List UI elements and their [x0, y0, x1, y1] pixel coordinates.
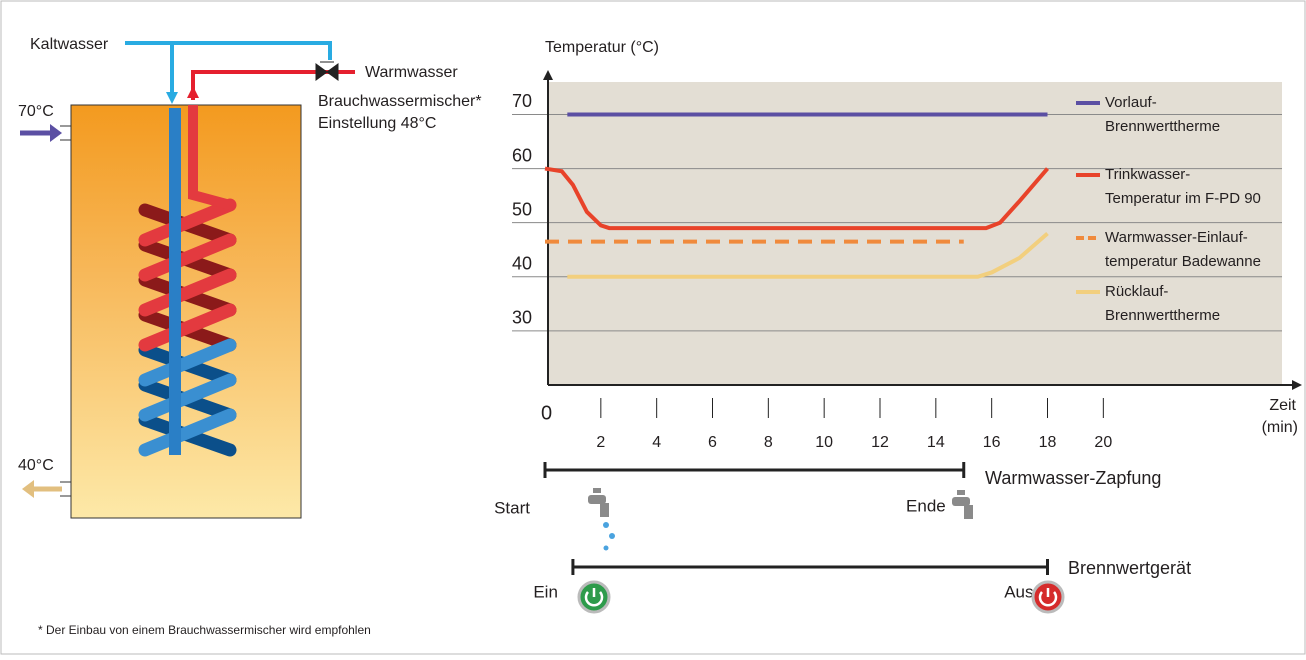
label: Einstellung 48°C [318, 115, 436, 132]
legend-label: Warmwasser-Einlauf- [1105, 229, 1248, 246]
cold-pipe [125, 41, 332, 100]
timeline-end: Ende [906, 496, 946, 515]
plot-area [548, 82, 1282, 385]
arrow [187, 86, 199, 98]
timeline-end: Aus [1004, 582, 1033, 601]
y-tick-label: 30 [512, 308, 532, 328]
legend-label: Brennwerttherme [1105, 118, 1220, 135]
footnote: * Der Einbau von einem Brauchwassermisch… [38, 623, 371, 637]
faucet-icon [588, 488, 615, 551]
x-tick-label: 4 [652, 434, 661, 451]
timeline-label: Warmwasser-Zapfung [985, 468, 1161, 488]
legend-label: Brennwerttherme [1105, 307, 1220, 324]
x-tick-label: 16 [983, 434, 1001, 451]
x-tick-label: 8 [764, 434, 773, 451]
x-tick-label: 14 [927, 434, 945, 451]
label: Warmwasser [365, 64, 458, 81]
chart: 30 40 50 60 70 Temperatur (°C) Zeit (min) 0 2 4 6 8 1… [494, 39, 1302, 601]
y-tick-label: 40 [512, 254, 532, 274]
y-tick-label: 50 [512, 199, 532, 219]
label: Brauchwassermischer* [318, 93, 482, 110]
arrow [22, 480, 34, 498]
tank [70, 104, 302, 519]
axis-arrow [543, 70, 553, 80]
label: 40°C [18, 457, 54, 474]
power-off-icon [1031, 580, 1065, 614]
arrow [50, 124, 62, 142]
y-tick-label: 70 [512, 91, 532, 111]
series-line [567, 231, 1049, 279]
port [60, 125, 71, 497]
y-axis-label: Temperatur (°C) [545, 39, 659, 56]
power-on-icon [577, 580, 611, 614]
x-tick-label: 6 [708, 434, 717, 451]
x-axis-label: Zeit [1269, 397, 1296, 414]
coil [138, 198, 237, 457]
legend-label: Rücklauf- [1105, 283, 1168, 300]
legend-label: Trinkwasser- [1105, 166, 1190, 183]
y-tick-label: 60 [512, 145, 532, 165]
timeline-label: Brennwertgerät [1068, 558, 1191, 578]
hot-pipe-inner [188, 105, 232, 210]
legend-label: temperatur Badewanne [1105, 253, 1261, 270]
mixer-valve [315, 61, 339, 81]
x-tick-label: 18 [1039, 434, 1057, 451]
timeline-start: Start [494, 498, 530, 517]
label: 70°C [18, 103, 54, 120]
x-tick-label: 20 [1094, 434, 1112, 451]
axis-arrow [1292, 380, 1302, 390]
x-tick-label: 10 [815, 434, 833, 451]
legend-label: Temperatur im F-PD 90 [1105, 190, 1261, 207]
faucet-icon [952, 490, 973, 519]
series-line [544, 166, 1050, 231]
timeline-start: Ein [533, 582, 558, 601]
legend-label: Vorlauf- [1105, 94, 1157, 111]
x-tick-label: 12 [871, 434, 889, 451]
x-axis-label: (min) [1262, 419, 1298, 436]
x-tick-label: 2 [596, 434, 605, 451]
x-tick-label: 0 [541, 402, 552, 424]
label: Kaltwasser [30, 36, 109, 53]
arrow [166, 92, 178, 104]
